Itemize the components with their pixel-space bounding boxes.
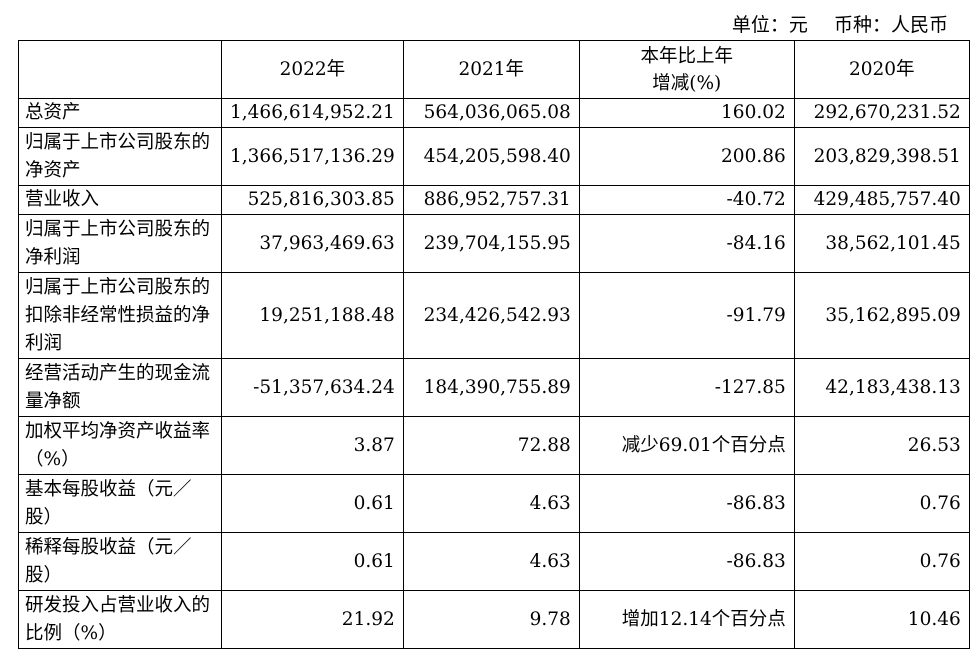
row-label: 归属于上市公司股东的净资产 xyxy=(18,127,222,186)
value-2021: 184,390,755.89 xyxy=(402,358,580,417)
value-change: -86.83 xyxy=(578,474,795,533)
value-2020: 35,162,895.09 xyxy=(793,272,970,359)
value-2020: 42,183,438.13 xyxy=(793,358,970,417)
value-2022: 3.87 xyxy=(221,416,404,475)
row-label: 稀释每股收益（元／股） xyxy=(18,532,222,591)
value-2021: 886,952,757.31 xyxy=(402,185,580,215)
value-2022: 21.92 xyxy=(221,590,404,649)
value-2021: 454,205,598.40 xyxy=(402,127,580,186)
value-change: -40.72 xyxy=(578,185,795,215)
table-row: 研发投入占营业收入的比例（%） 21.92 9.78 增加12.14个百分点 10.46 xyxy=(18,590,970,649)
row-label: 经营活动产生的现金流量净额 xyxy=(18,358,222,417)
table-row: 稀释每股收益（元／股） 0.61 4.63 -86.83 0.76 xyxy=(18,532,970,591)
value-2020: 38,562,101.45 xyxy=(793,214,970,273)
header-item xyxy=(18,40,222,99)
table-row: 归属于上市公司股东的净资产 1,366,517,136.29 454,205,598… xyxy=(18,127,970,186)
table-row: 基本每股收益（元／股） 0.61 4.63 -86.83 0.76 xyxy=(18,474,970,533)
value-change: -84.16 xyxy=(578,214,795,273)
value-change: 增加12.14个百分点 xyxy=(578,590,795,649)
header-2020: 2020年 xyxy=(793,40,970,99)
value-change: -127.85 xyxy=(578,358,795,417)
unit-note: 单位：元 币种：人民币 xyxy=(712,10,948,37)
value-change: -86.83 xyxy=(578,532,795,591)
value-2020: 429,485,757.40 xyxy=(793,185,970,215)
unit-label: 单位：元 xyxy=(731,14,808,36)
table-row: 营业收入 525,816,303.85 886,952,757.31 -40.72 42… xyxy=(18,185,970,215)
header-2022: 2022年 xyxy=(221,40,404,99)
value-2022: 525,816,303.85 xyxy=(221,185,404,215)
value-2020: 292,670,231.52 xyxy=(793,98,970,128)
currency-label: 币种：人民币 xyxy=(833,14,948,36)
value-change: 160.02 xyxy=(578,98,795,128)
value-change: 200.86 xyxy=(578,127,795,186)
table-row: 归属于上市公司股东的扣除非经常性损益的净利润 19,251,188.48 234,4… xyxy=(18,272,970,359)
value-2022: 0.61 xyxy=(221,532,404,591)
value-2022: -51,357,634.24 xyxy=(221,358,404,417)
value-2020: 10.46 xyxy=(793,590,970,649)
row-label: 研发投入占营业收入的比例（%） xyxy=(18,590,222,649)
value-2020: 203,829,398.51 xyxy=(793,127,970,186)
header-change: 本年比上年 增减(%) xyxy=(578,40,795,99)
row-label: 总资产 xyxy=(18,98,222,128)
table-row: 归属于上市公司股东的净利润 37,963,469.63 239,704,155.95… xyxy=(18,214,970,273)
value-change: 减少69.01个百分点 xyxy=(578,416,795,475)
row-label: 基本每股收益（元／股） xyxy=(18,474,222,533)
value-2021: 239,704,155.95 xyxy=(402,214,580,273)
value-2021: 564,036,065.08 xyxy=(402,98,580,128)
row-label: 营业收入 xyxy=(18,185,222,215)
value-2022: 1,466,614,952.21 xyxy=(221,98,404,128)
value-2021: 4.63 xyxy=(402,474,580,533)
value-2020: 26.53 xyxy=(793,416,970,475)
table-row: 加权平均净资产收益率（%） 3.87 72.88 减少69.01个百分点 26.53 xyxy=(18,416,970,475)
value-2022: 1,366,517,136.29 xyxy=(221,127,404,186)
row-label: 归属于上市公司股东的净利润 xyxy=(18,214,222,273)
value-2022: 19,251,188.48 xyxy=(221,272,404,359)
table-header-row: 2022年 2021年 本年比上年 增减(%) 2020年 xyxy=(18,40,970,99)
financial-data-table: 2022年 2021年 本年比上年 增减(%) 2020年 总资产 1,466,6… xyxy=(18,40,970,649)
value-2021: 9.78 xyxy=(402,590,580,649)
table-row: 经营活动产生的现金流量净额 -51,357,634.24 184,390,755.8… xyxy=(18,358,970,417)
value-2020: 0.76 xyxy=(793,474,970,533)
row-label: 加权平均净资产收益率（%） xyxy=(18,416,222,475)
value-2021: 234,426,542.93 xyxy=(402,272,580,359)
value-2021: 72.88 xyxy=(402,416,580,475)
header-2021: 2021年 xyxy=(402,40,580,99)
value-2022: 0.61 xyxy=(221,474,404,533)
row-label: 归属于上市公司股东的扣除非经常性损益的净利润 xyxy=(18,272,222,359)
value-2020: 0.76 xyxy=(793,532,970,591)
value-2022: 37,963,469.63 xyxy=(221,214,404,273)
value-change: -91.79 xyxy=(578,272,795,359)
value-2021: 4.63 xyxy=(402,532,580,591)
table-row: 总资产 1,466,614,952.21 564,036,065.08 160.02 2… xyxy=(18,98,970,128)
